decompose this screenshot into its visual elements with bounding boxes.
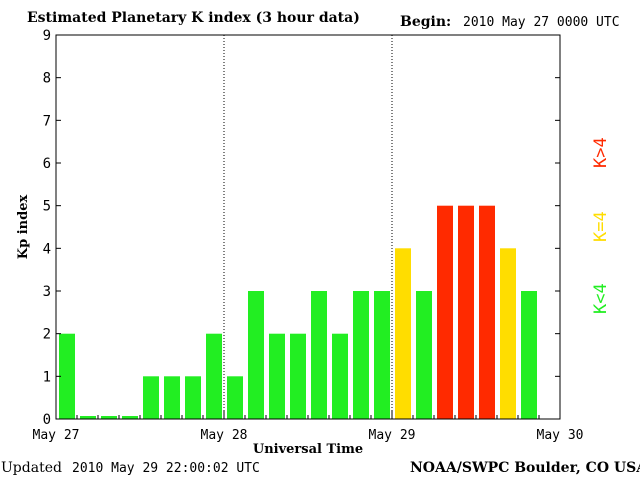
legend-above-4: K>4: [591, 137, 611, 168]
chart-title: Estimated Planetary K index (3 hour data…: [27, 10, 360, 26]
kp-bar: [395, 248, 411, 419]
begin-value: 2010 May 27 0000 UTC: [463, 15, 620, 30]
kp-bar: [374, 291, 390, 419]
updated-value: 2010 May 29 22:00:02 UTC: [72, 461, 260, 476]
kp-bar: [122, 416, 138, 419]
kp-bar: [227, 376, 243, 419]
kp-bar: [437, 205, 453, 419]
kp-bar: [101, 416, 117, 419]
kp-bar: [458, 205, 474, 419]
x-tick-label: May 27: [33, 428, 80, 443]
kp-bar: [311, 291, 327, 419]
bar-series: [59, 205, 537, 419]
y-tick-label: 7: [43, 113, 51, 129]
kp-bar: [269, 333, 285, 419]
kp-bar: [80, 416, 96, 419]
kp-bar: [353, 291, 369, 419]
source-credit: NOAA/SWPC Boulder, CO USA: [410, 460, 640, 476]
legend-below-4: K<4: [591, 283, 611, 314]
kp-bar: [248, 291, 264, 419]
y-tick-label: 4: [43, 241, 51, 257]
updated-label: Updated: [1, 460, 62, 476]
kp-bar: [206, 333, 222, 419]
y-tick-label: 1: [43, 369, 51, 385]
kp-bar: [185, 376, 201, 419]
x-tick-label: May 28: [201, 428, 248, 443]
kp-bar: [143, 376, 159, 419]
kp-bar: [164, 376, 180, 419]
y-tick-label: 0: [43, 412, 51, 428]
legend-equal-4: K=4: [591, 211, 611, 242]
y-tick-label: 5: [43, 199, 51, 215]
kp-bar: [332, 333, 348, 419]
x-axis-label: Universal Time: [253, 442, 363, 457]
y-axis-label: Kp index: [16, 195, 31, 260]
kp-bar: [479, 205, 495, 419]
kp-bar: [59, 333, 75, 419]
x-tick-label: May 29: [369, 428, 416, 443]
y-tick-label: 3: [43, 284, 51, 300]
kp-bar: [500, 248, 516, 419]
y-tick-label: 8: [43, 71, 51, 87]
y-tick-label: 6: [43, 156, 51, 172]
y-tick-label: 2: [43, 327, 51, 343]
x-tick-label: May 30: [537, 428, 584, 443]
y-axis: 0 1 2 3 4 5 6 7 8 9: [43, 28, 560, 428]
kp-bar: [290, 333, 306, 419]
y-tick-label: 9: [43, 28, 51, 44]
x-axis: May 27 May 28 May 29 May 30: [33, 411, 584, 443]
begin-label: Begin:: [400, 14, 452, 30]
day-dividers: [223, 35, 393, 419]
kp-bar: [521, 291, 537, 419]
kp-bar: [416, 291, 432, 419]
